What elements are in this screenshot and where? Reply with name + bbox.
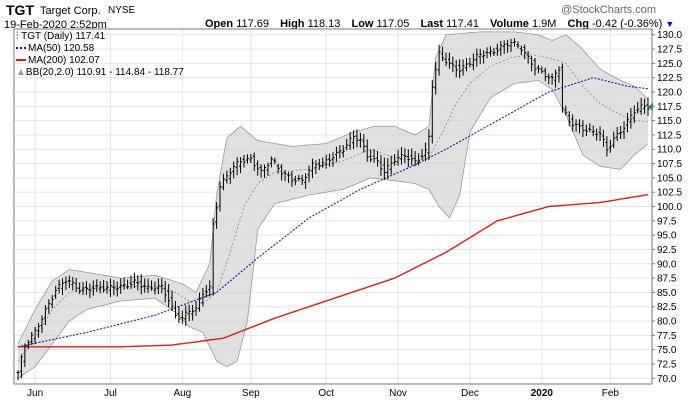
ma200-line: [18, 193, 649, 348]
legend-ma50-swatch: [16, 47, 26, 50]
open-label: Open: [205, 18, 234, 30]
quote-bar: Open 117.69 High 118.13 Low 117.05 Last …: [205, 18, 674, 30]
y-tick-label: 127.5: [657, 45, 682, 56]
x-tick-label: Aug: [173, 388, 191, 399]
y-tick-label: 95.0: [657, 231, 677, 242]
y-tick-label: 112.5: [657, 130, 682, 141]
legend-price: ⫶ TGT (Daily) 117.41: [16, 31, 105, 42]
y-tick-label: 102.5: [657, 188, 682, 199]
y-tick-label: 92.5: [657, 245, 677, 256]
volume-value: 1.9M: [532, 18, 557, 30]
high-label: High: [280, 18, 305, 30]
bollinger-lower-line: [17, 80, 649, 379]
legend-bb-text: BB(20,2.0) 110.91 - 114.84 - 118.77: [25, 67, 184, 78]
last-value: 117.41: [446, 18, 479, 30]
y-tick-label: 107.5: [657, 159, 682, 170]
y-tick-label: 75.0: [657, 345, 677, 356]
y-tick-label: 80.0: [657, 317, 677, 328]
down-triangle-icon: ▼: [665, 19, 675, 29]
legend-ma200: MA(200) 102.07: [16, 55, 100, 66]
last-label: Last: [420, 18, 444, 30]
ticker-symbol: TGT: [6, 2, 34, 18]
volume-label: Volume: [490, 18, 529, 30]
bollinger-upper-line: [17, 31, 649, 345]
y-tick-label: 90.0: [657, 259, 677, 270]
y-tick-label: 120.0: [657, 87, 682, 98]
legend-bb: ▲BB(20,2.0) 110.91 - 114.84 - 118.77: [16, 67, 184, 78]
high-value: 118.13: [307, 18, 341, 30]
y-tick-label: 77.5: [657, 331, 677, 342]
y-tick-label: 130.0: [657, 30, 682, 41]
legend-ma50: MA(50) 120.58: [16, 43, 94, 54]
y-tick-label: 117.5: [657, 102, 682, 113]
y-tick-label: 115.0: [657, 116, 682, 127]
x-tick-label: Jul: [104, 388, 117, 399]
chg-value: -0.42 (-0.36%): [591, 18, 663, 30]
exchange-name: NYSE: [108, 5, 136, 16]
low-label: Low: [351, 18, 374, 30]
y-tick-label: 85.0: [657, 288, 677, 299]
ma50-line: [17, 77, 649, 348]
y-tick-label: 82.5: [657, 302, 677, 313]
company-name: Target Corp.: [40, 5, 101, 17]
y-tick-label: 105.0: [657, 173, 682, 184]
x-tick-label: Jun: [27, 388, 43, 399]
x-tick-label: Dec: [461, 388, 479, 399]
x-tick-label: Feb: [602, 388, 620, 399]
x-tick-label: 2020: [531, 388, 554, 399]
y-tick-label: 100.0: [657, 202, 682, 213]
open-value: 117.69: [236, 18, 270, 30]
y-tick-label: 72.5: [657, 359, 677, 370]
x-tick-label: Sep: [242, 388, 260, 399]
quote-datetime: 19-Feb-2020 2:52pm: [4, 19, 107, 31]
bollinger-band-area: [18, 31, 648, 379]
x-tick-label: Nov: [389, 388, 407, 399]
y-tick-label: 125.0: [657, 59, 682, 70]
y-tick-label: 87.5: [657, 274, 677, 285]
legend-bb-icon: ▲: [16, 67, 26, 78]
y-tick-label: 70.0: [657, 374, 677, 385]
y-tick-label: 122.5: [657, 73, 682, 84]
y-tick-label: 110.0: [657, 145, 682, 156]
legend-price-icon: ⫶: [16, 31, 19, 42]
low-value: 117.05: [376, 18, 410, 30]
legend-ma50-text: MA(50) 120.58: [28, 43, 95, 54]
bollinger-middle-line: [17, 54, 649, 362]
watermark: @StockCharts.com: [561, 4, 656, 16]
x-tick-label: Oct: [318, 388, 334, 399]
legend-ma200-text: MA(200) 102.07: [28, 55, 100, 66]
legend-price-text: TGT (Daily) 117.41: [21, 31, 106, 42]
y-tick-label: 97.5: [657, 216, 677, 227]
chg-label: Chg: [567, 18, 589, 30]
legend-ma200-swatch: [16, 59, 26, 62]
